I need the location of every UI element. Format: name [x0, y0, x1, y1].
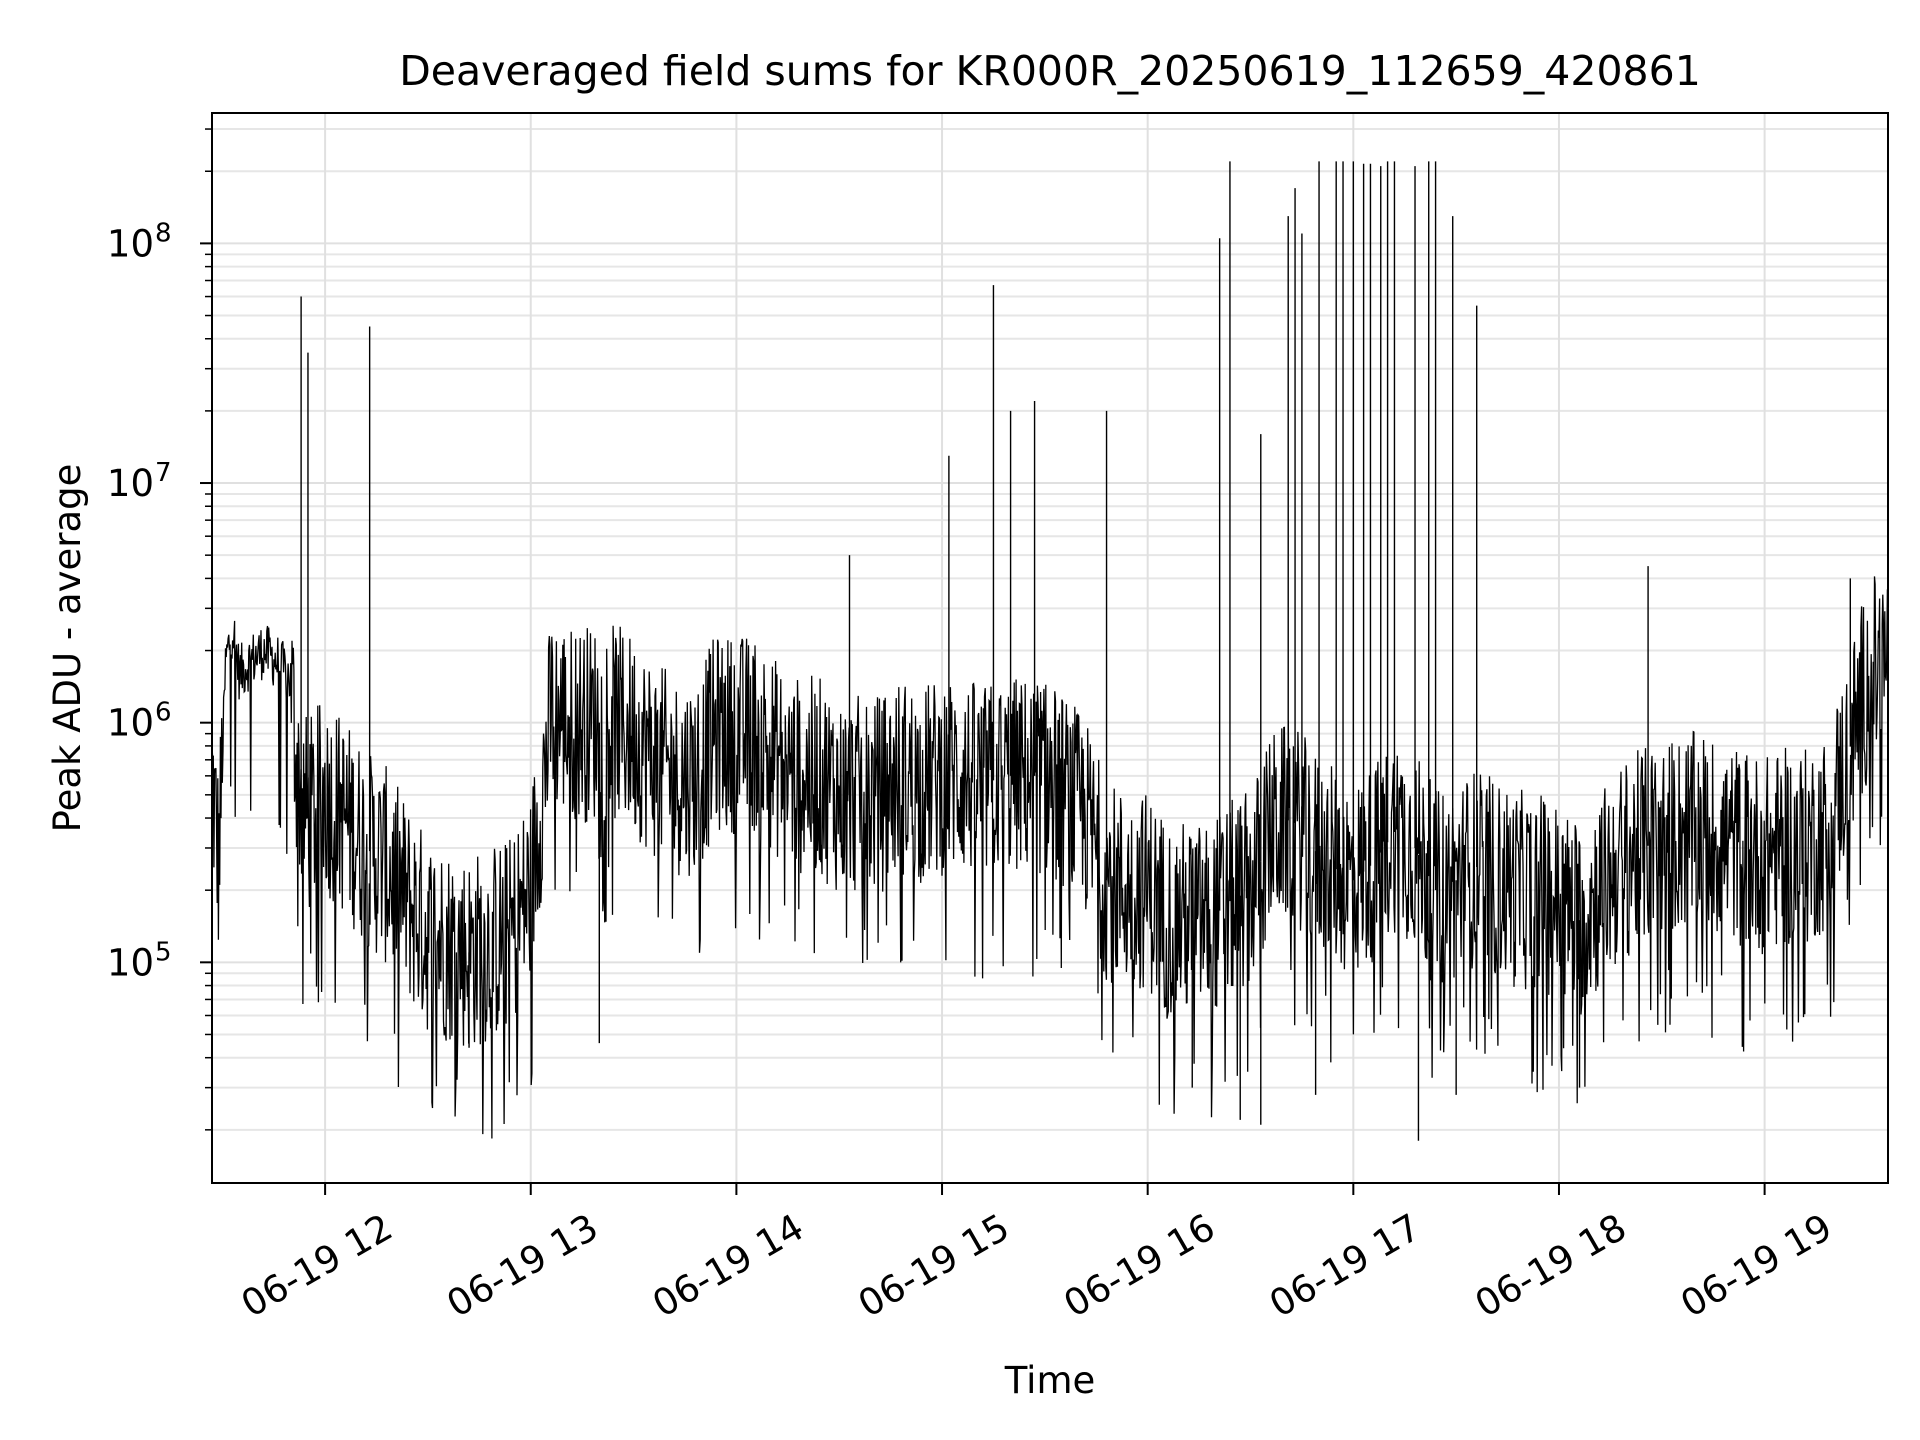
- plot-area: [211, 161, 1889, 1141]
- y-tick-exponent: 5: [155, 937, 172, 967]
- series-line: [211, 576, 1889, 1139]
- y-tick-exponent: 7: [155, 458, 172, 488]
- axes-frame: [211, 112, 1889, 1184]
- y-tick-label: 10: [107, 702, 154, 745]
- y-tick-exponent: 6: [155, 698, 172, 728]
- y-tick-label: 10: [107, 462, 154, 505]
- y-axis-label: Peak ADU - average: [46, 464, 89, 833]
- x-axis-label: Time: [1004, 1359, 1096, 1402]
- y-tick-label: 10: [107, 222, 154, 265]
- y-tick-label: 10: [107, 941, 154, 984]
- chart-title: Deaveraged field sums for KR000R_2025061…: [399, 47, 1701, 95]
- y-tick-exponent: 8: [155, 218, 172, 248]
